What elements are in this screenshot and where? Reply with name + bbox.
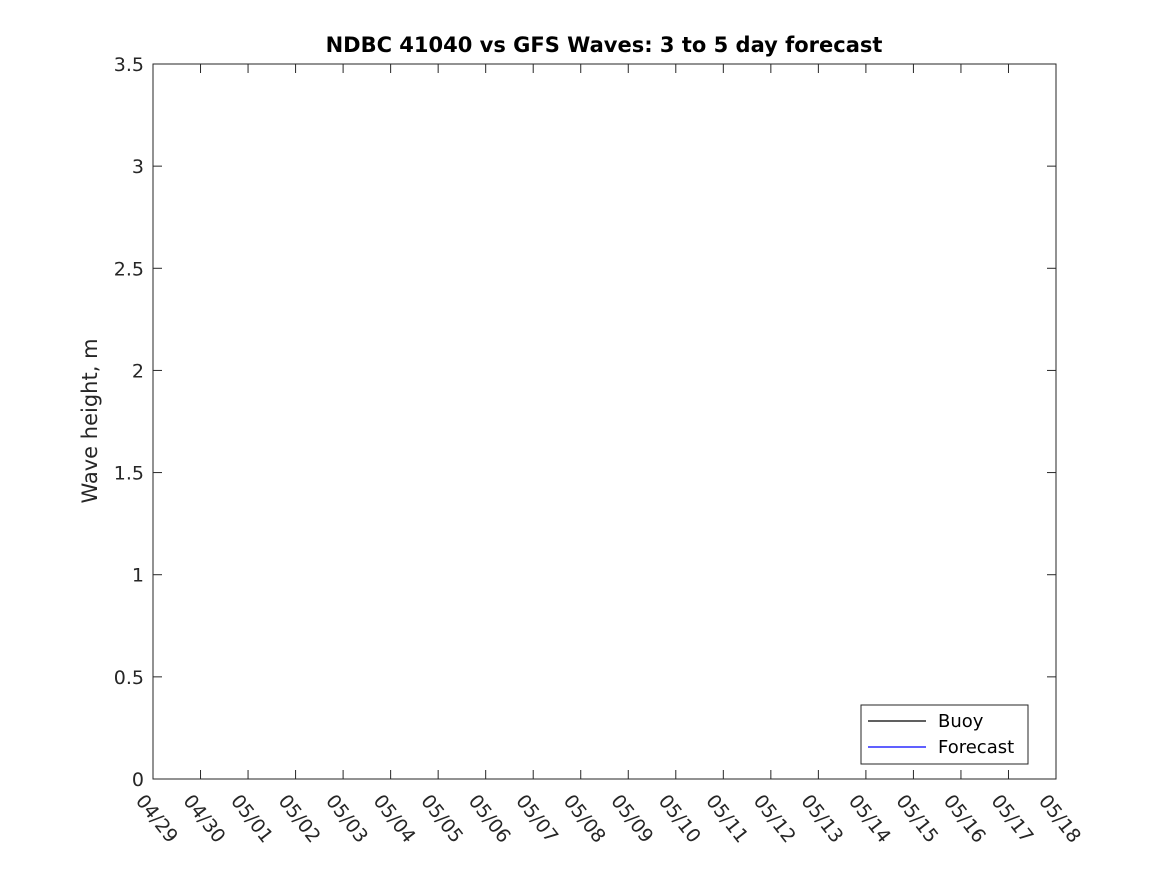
x-tick-label: 05/18: [1034, 791, 1085, 848]
x-tick-label: 04/30: [179, 791, 230, 848]
x-tick-label: 04/29: [131, 791, 182, 848]
legend: Buoy Forecast: [860, 704, 1029, 765]
y-tick-label: 1: [132, 565, 144, 587]
x-tick-label: 05/11: [701, 791, 752, 848]
x-tick-label: 05/08: [559, 791, 610, 848]
y-tick-label: 0.5: [114, 667, 144, 689]
y-tick-label: 2: [132, 360, 144, 382]
y-tick-label: 2.5: [114, 258, 144, 280]
x-tick-label: 05/10: [654, 791, 705, 848]
x-tick-label: 05/01: [226, 791, 277, 848]
x-tick-label: 05/03: [321, 791, 372, 848]
legend-forecast-label: Forecast: [938, 737, 1014, 758]
legend-box: [860, 704, 1029, 765]
x-tick-label: 05/15: [891, 791, 942, 848]
x-tick-label: 05/17: [987, 791, 1038, 848]
y-tick-label: 1.5: [114, 463, 144, 485]
x-tick-label: 05/05: [416, 791, 467, 848]
x-tick-label: 05/04: [369, 791, 420, 848]
y-tick-label: 3: [132, 156, 144, 178]
x-tick-label: 05/13: [796, 791, 847, 848]
x-tick-label: 05/16: [939, 791, 990, 848]
axes-box: [152, 63, 1057, 780]
y-axis-label: Wave height, m: [78, 338, 102, 503]
x-tick-label: 05/12: [749, 791, 800, 848]
x-tick-label: 05/09: [606, 791, 657, 848]
y-tick-label: 3.5: [114, 54, 144, 76]
x-tick-label: 05/14: [844, 791, 895, 848]
legend-buoy-label: Buoy: [938, 711, 984, 732]
chart-title: NDBC 41040 vs GFS Waves: 3 to 5 day fore…: [326, 33, 883, 57]
x-tick-label: 05/06: [464, 791, 515, 848]
x-tick-label: 05/07: [511, 791, 562, 848]
x-tick-label: 05/02: [274, 791, 325, 848]
y-tick-label: 0: [132, 769, 144, 791]
